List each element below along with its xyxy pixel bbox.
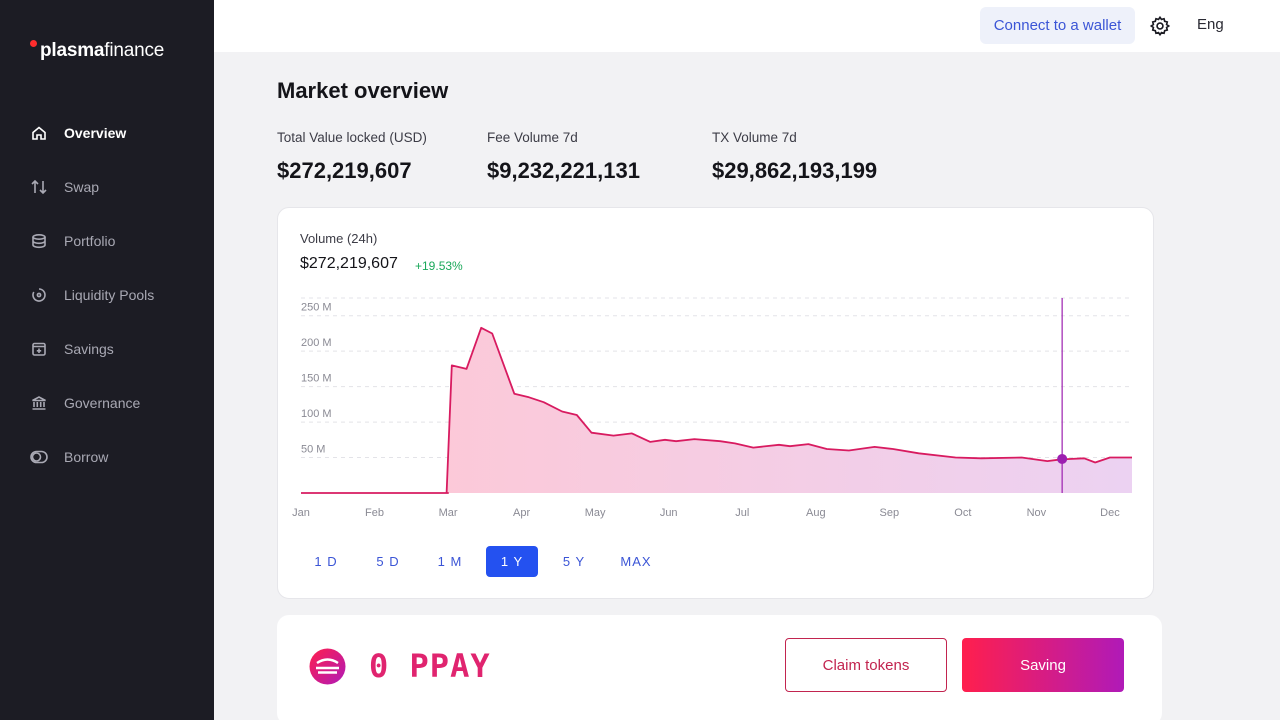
area-fill bbox=[301, 327, 1132, 493]
stat-value: $9,232,221,131 bbox=[487, 158, 640, 183]
y-tick-label: 150 M bbox=[301, 373, 332, 385]
savings-box-icon bbox=[30, 340, 48, 358]
crosshair-point bbox=[1057, 453, 1068, 464]
x-tick-label: Dec bbox=[1100, 507, 1120, 519]
sidebar-item-label: Borrow bbox=[64, 449, 109, 465]
app-logo[interactable]: plasmafinance bbox=[40, 40, 164, 62]
range-button-1m[interactable]: 1 M bbox=[437, 554, 463, 569]
stat-value: $272,219,607 bbox=[277, 158, 412, 183]
sidebar-item-label: Portfolio bbox=[64, 233, 116, 249]
stat-fee-volume: Fee Volume 7d $9,232,221,131 bbox=[487, 130, 640, 184]
stat-label: TX Volume 7d bbox=[712, 130, 797, 145]
claim-tokens-button[interactable]: Claim tokens bbox=[785, 638, 947, 692]
language-selector[interactable]: Eng bbox=[1197, 16, 1224, 33]
volume-label: Volume (24h) bbox=[300, 231, 378, 246]
x-tick-label: Nov bbox=[1027, 507, 1047, 519]
logo-text-bold: plasma bbox=[40, 40, 105, 61]
sidebar-item-portfolio[interactable]: Portfolio bbox=[0, 214, 214, 268]
top-bar: Connect to a wallet Eng bbox=[214, 0, 1280, 52]
ppay-token-icon bbox=[309, 648, 346, 685]
x-tick-label: Jul bbox=[735, 507, 749, 519]
sidebar-item-liquidity-pools[interactable]: Liquidity Pools bbox=[0, 268, 214, 322]
stat-value: $29,862,193,199 bbox=[712, 158, 878, 183]
gear-icon[interactable] bbox=[1149, 15, 1171, 37]
range-button-max[interactable]: MAX bbox=[620, 554, 652, 569]
sidebar-item-savings[interactable]: Savings bbox=[0, 322, 214, 376]
logo-text-light: finance bbox=[104, 40, 165, 61]
x-tick-label: Jun bbox=[660, 507, 678, 519]
pool-icon bbox=[30, 286, 48, 304]
x-tick-label: Feb bbox=[365, 507, 384, 519]
x-tick-label: Aug bbox=[806, 507, 826, 519]
page-title: Market overview bbox=[277, 78, 449, 103]
sidebar-item-governance[interactable]: Governance bbox=[0, 376, 214, 430]
sidebar-item-label: Liquidity Pools bbox=[64, 287, 155, 303]
y-tick-label: 250 M bbox=[301, 302, 332, 314]
saving-button[interactable]: Saving bbox=[962, 638, 1124, 692]
sidebar-nav: Overview Swap Portfolio Liquidity Pools … bbox=[0, 106, 214, 484]
sidebar-item-label: Governance bbox=[64, 395, 141, 411]
range-selector: 1 D 5 D 1 M 1 Y 5 Y MAX bbox=[300, 546, 672, 577]
range-button-1d[interactable]: 1 D bbox=[314, 554, 338, 569]
ppay-balance: 0 PPAY bbox=[369, 647, 491, 685]
x-tick-label: May bbox=[585, 507, 606, 519]
toggle-icon bbox=[30, 448, 48, 466]
sidebar: plasmafinance Overview Swap Portfolio Li… bbox=[0, 0, 214, 720]
series-line bbox=[301, 326, 1132, 494]
y-tick-label: 50 M bbox=[301, 444, 325, 456]
logo-dot bbox=[30, 40, 37, 47]
sidebar-item-label: Savings bbox=[64, 341, 114, 357]
stat-label: Fee Volume 7d bbox=[487, 130, 578, 145]
volume-value: $272,219,607 bbox=[300, 255, 398, 272]
x-tick-label: Oct bbox=[954, 507, 971, 519]
range-button-5d[interactable]: 5 D bbox=[376, 554, 400, 569]
x-tick-label: Apr bbox=[513, 507, 530, 519]
home-icon bbox=[30, 124, 48, 142]
stat-label: Total Value locked (USD) bbox=[277, 130, 427, 145]
sidebar-item-swap[interactable]: Swap bbox=[0, 160, 214, 214]
y-tick-label: 200 M bbox=[301, 337, 332, 349]
volume-chart[interactable]: 250 M 200 M 150 M 100 M 50 M Jan Feb Mar Apr May J… bbox=[278, 208, 1155, 538]
range-button-5y[interactable]: 5 Y bbox=[562, 554, 586, 569]
sidebar-item-overview[interactable]: Overview bbox=[0, 106, 214, 160]
range-button-1y[interactable]: 1 Y bbox=[486, 546, 538, 577]
bank-icon bbox=[30, 394, 48, 412]
sidebar-item-label: Swap bbox=[64, 179, 100, 195]
swap-arrows-icon bbox=[30, 178, 48, 196]
volume-change: +19.53% bbox=[415, 259, 463, 273]
connect-wallet-button[interactable]: Connect to a wallet bbox=[980, 7, 1135, 44]
sidebar-item-borrow[interactable]: Borrow bbox=[0, 430, 214, 484]
y-tick-label: 100 M bbox=[301, 408, 332, 420]
stat-tx-volume: TX Volume 7d $29,862,193,199 bbox=[712, 130, 877, 184]
stat-total-value-locked: Total Value locked (USD) $272,219,607 bbox=[277, 130, 427, 184]
x-tick-label: Mar bbox=[439, 507, 458, 519]
token-card: 0 PPAY Claim tokens Saving bbox=[277, 615, 1162, 720]
database-icon bbox=[30, 232, 48, 250]
x-tick-label: Jan bbox=[292, 507, 310, 519]
sidebar-item-label: Overview bbox=[64, 125, 127, 141]
x-tick-label: Sep bbox=[880, 507, 900, 519]
